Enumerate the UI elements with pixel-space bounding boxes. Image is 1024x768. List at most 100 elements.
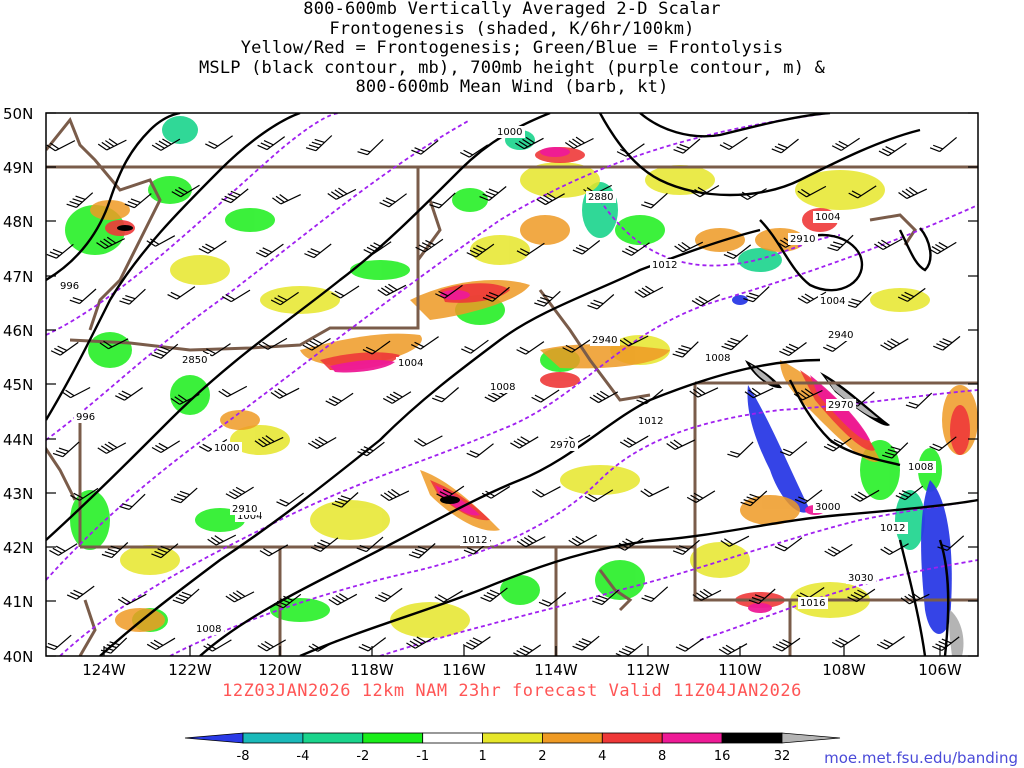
wind-barb xyxy=(727,441,754,458)
mslp-label: 1004 xyxy=(818,295,848,307)
wind-barb xyxy=(538,591,567,607)
wind-barb xyxy=(308,639,338,652)
wind-barb xyxy=(691,294,721,307)
colorbar-segment xyxy=(482,732,543,744)
wind-barb xyxy=(258,337,288,350)
wind-barb xyxy=(480,587,508,603)
height-label: 2880 xyxy=(586,191,616,203)
wind-barb xyxy=(151,543,179,559)
mslp-label: 1008 xyxy=(703,352,733,364)
wind-barb xyxy=(119,493,146,511)
wind-barb xyxy=(357,441,385,457)
wind-barb xyxy=(898,186,928,200)
wind-barb xyxy=(146,637,176,650)
wind-barb xyxy=(172,588,200,605)
height-label: 2970 xyxy=(548,439,578,451)
wind-barb xyxy=(774,537,803,552)
svg-text:2970: 2970 xyxy=(828,400,853,411)
wind-barb xyxy=(895,485,924,501)
wind-barb xyxy=(203,639,232,652)
lon-label: 116W xyxy=(442,661,486,679)
wind-barb xyxy=(218,385,248,398)
colorbar-segment xyxy=(542,732,603,744)
lat-label: 44N xyxy=(3,431,33,449)
colorbar-labels: -8 -4 -2 -1 1 2 4 8 16 32 xyxy=(237,749,791,764)
height-label: 2940 xyxy=(826,329,856,341)
wind-barb xyxy=(619,435,649,448)
wind-barb xyxy=(572,635,600,651)
mslp-label: 996 xyxy=(58,280,82,292)
wind-barb xyxy=(568,534,597,547)
wind-barb xyxy=(744,387,774,399)
wind-barb xyxy=(900,592,930,605)
colorbar-tick-label: -1 xyxy=(416,749,429,764)
wind-barb xyxy=(221,188,249,204)
height-label: 2850 xyxy=(180,354,210,366)
svg-text:996: 996 xyxy=(60,281,79,292)
lon-label: 108W xyxy=(822,661,866,679)
wind-barb xyxy=(771,138,799,154)
contour-labels: 1000 1004 1004 1008 1012 1008 1012 1016 … xyxy=(58,126,936,635)
wind-barb xyxy=(510,436,539,449)
svg-text:1016: 1016 xyxy=(800,598,825,609)
svg-text:1000: 1000 xyxy=(214,443,239,454)
wind-barb xyxy=(124,193,152,209)
wind-barb xyxy=(69,288,97,305)
lon-label: 106W xyxy=(918,661,962,679)
mslp-label: 1016 xyxy=(798,597,828,609)
svg-text:1004: 1004 xyxy=(398,358,423,369)
wind-barb xyxy=(848,185,877,199)
wind-barb xyxy=(615,537,644,551)
wind-barb xyxy=(270,387,300,399)
wind-barb xyxy=(850,489,880,502)
wind-barb xyxy=(146,235,176,247)
height-label: 2940 xyxy=(590,334,620,346)
colorbar-tick-label: 4 xyxy=(598,749,606,764)
wind-barb xyxy=(66,192,94,209)
wind-barb xyxy=(516,535,546,548)
mslp-label: 1012 xyxy=(460,534,490,546)
lon-label: 112W xyxy=(626,661,670,679)
svg-text:1008: 1008 xyxy=(490,382,515,393)
svg-text:1004: 1004 xyxy=(237,511,262,522)
svg-text:2910: 2910 xyxy=(232,504,257,515)
wind-barb xyxy=(616,143,645,157)
wind-barb xyxy=(170,393,200,405)
wind-barb xyxy=(589,390,619,404)
lat-label: 42N xyxy=(3,539,33,557)
wind-barb xyxy=(878,142,907,157)
mslp-label: 1000 xyxy=(212,442,242,454)
colorbar-tick-label: 1 xyxy=(478,749,486,764)
wind-barb xyxy=(434,590,463,603)
wind-barb xyxy=(61,386,91,399)
wind-barb xyxy=(379,193,407,208)
wind-barb xyxy=(276,492,304,507)
colorbar-segment xyxy=(721,732,783,744)
mslp-label: 1008 xyxy=(906,461,936,473)
wind-barb xyxy=(70,487,99,501)
wind-barb xyxy=(824,543,853,557)
wind-barb xyxy=(363,241,392,255)
mslp-label: 1004 xyxy=(396,357,426,369)
wind-barb xyxy=(151,138,181,151)
colorbar-tick-label: -2 xyxy=(356,749,369,764)
height-label: 2910 xyxy=(230,503,260,515)
wind-barb xyxy=(225,590,255,603)
wind-barb xyxy=(831,634,861,648)
wind-barb xyxy=(797,185,827,198)
wind-barb xyxy=(52,441,80,458)
wind-barb xyxy=(272,194,301,205)
wind-barb xyxy=(719,136,748,151)
colorbar-segment xyxy=(302,732,364,744)
wind-barb xyxy=(325,392,354,407)
mslp-label: 1012 xyxy=(636,415,666,427)
wind-barb xyxy=(207,534,237,546)
mslp-label: 1012 xyxy=(878,522,908,534)
wind-barb xyxy=(748,588,776,605)
svg-text:1012: 1012 xyxy=(638,416,663,427)
wind-barb xyxy=(937,535,965,551)
wind-barb xyxy=(408,543,436,559)
wind-barb xyxy=(672,539,700,555)
height-label: 2970 xyxy=(826,399,856,411)
